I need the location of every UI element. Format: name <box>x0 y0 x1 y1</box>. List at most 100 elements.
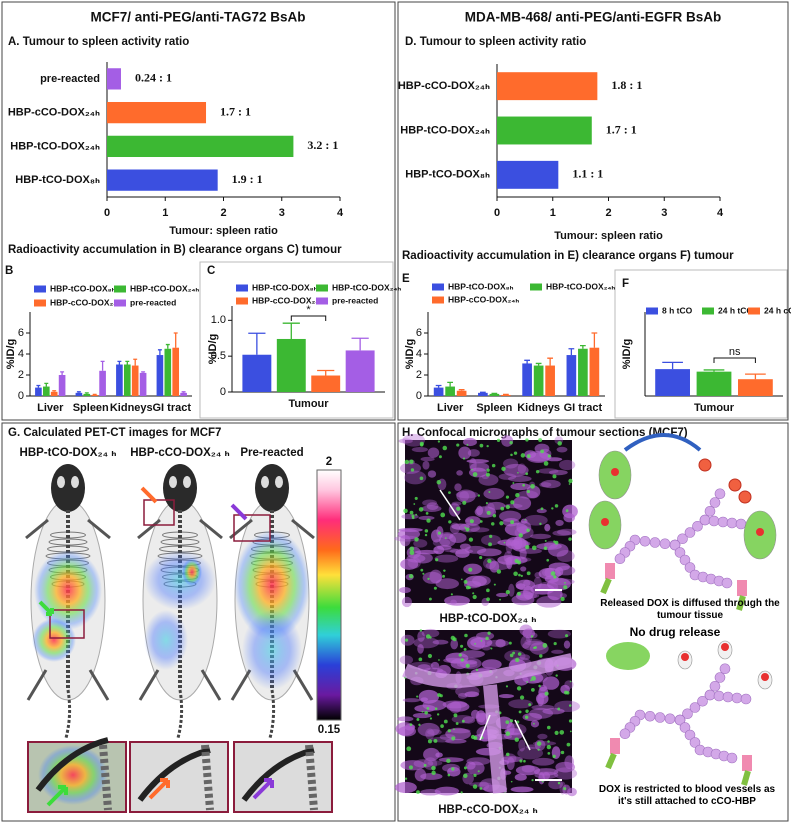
micro-tissue <box>539 482 552 488</box>
micro-signal <box>455 722 459 725</box>
micro-signal <box>427 739 432 744</box>
micro-signal <box>456 506 461 511</box>
micro-signal <box>525 709 529 713</box>
micro-tissue <box>422 499 438 507</box>
micro-tissue <box>481 534 501 546</box>
panel-title: H. Confocal micrographs of tumour sectio… <box>402 427 688 439</box>
micro-tissue <box>507 475 532 482</box>
release-arrow <box>623 433 702 452</box>
micro-signal <box>568 719 573 723</box>
antibody-arm <box>600 577 746 611</box>
polymer-bead <box>674 714 686 726</box>
polymer-bead <box>682 708 693 720</box>
micro-signal <box>465 663 470 668</box>
micro-signal <box>515 492 520 498</box>
micro-tissue <box>465 575 487 587</box>
micro-signal <box>469 519 474 524</box>
x-axis-label: Tumour: spleen ratio <box>554 230 663 242</box>
error-bar <box>351 337 369 351</box>
polymer-bead <box>704 689 716 701</box>
x-tick-label: 3 <box>279 207 285 219</box>
mouse-eye <box>183 476 191 488</box>
frame <box>199 261 394 419</box>
micro-tissue <box>463 563 483 575</box>
micro-signal <box>499 598 501 601</box>
legend-label: HBP-cCO-DOX₂₄ₕ <box>252 295 323 305</box>
micro-tissue <box>518 548 542 554</box>
bar <box>545 365 555 396</box>
arrow <box>46 785 68 807</box>
micro-signal <box>526 489 531 494</box>
mouse-eye <box>275 476 283 488</box>
micro-tissue <box>483 487 505 500</box>
micro-tissue <box>417 644 424 654</box>
micro-signal <box>526 571 531 576</box>
mouse-legs <box>137 518 223 701</box>
micro-signal <box>517 591 521 596</box>
error-bar <box>535 362 542 366</box>
micro-signal <box>468 537 474 542</box>
polymer-bead <box>684 562 696 573</box>
micro-tissue <box>420 456 435 462</box>
free-drug <box>728 478 742 492</box>
micro-signal <box>427 653 433 659</box>
micro-tissue <box>534 443 550 454</box>
micro-tissue <box>555 519 564 526</box>
legend-label: HBP-tCO-DOX₂₄ₕ <box>546 281 615 291</box>
bar <box>75 392 83 396</box>
micro-signal <box>540 507 544 511</box>
micro-signal <box>447 773 451 777</box>
micro-tissue <box>467 449 480 457</box>
micro-signal <box>437 440 441 443</box>
micro-signal <box>559 730 565 735</box>
micro-tissue <box>530 720 540 728</box>
micro-signal <box>564 582 566 584</box>
micro-tissue <box>521 764 535 773</box>
error-bar <box>547 357 554 366</box>
polymer-bead <box>689 737 701 748</box>
polymer-bead <box>726 752 738 764</box>
micro-signal <box>464 526 467 529</box>
micro-signal <box>462 457 466 460</box>
micro-signal <box>489 534 493 539</box>
x-tick-label: Liver <box>437 402 464 414</box>
y-tick-label: 4 <box>18 348 24 360</box>
significance-bracket <box>713 357 756 363</box>
y-axis-label: %ID/g <box>404 339 416 370</box>
micro-signal <box>451 736 456 741</box>
micro-signal <box>485 636 489 641</box>
bar <box>578 348 588 396</box>
micro-tissue <box>417 631 425 642</box>
polymer-bead <box>684 729 696 741</box>
micro-signal <box>408 573 414 579</box>
micro-tissue <box>481 659 502 670</box>
error-bar <box>181 391 186 393</box>
micro-signal <box>474 642 476 645</box>
error-bar <box>52 390 57 392</box>
micro-signal <box>526 528 530 533</box>
micro-tissue <box>402 698 421 703</box>
mouse-eye <box>261 476 269 488</box>
polymer-bead <box>679 722 691 733</box>
y-tick-label: 6 <box>18 327 24 339</box>
y-tick-label: 6 <box>416 327 422 339</box>
micro-tissue <box>399 587 411 594</box>
micro-signal <box>565 509 569 513</box>
micro-tissue <box>518 739 526 752</box>
micro-signal <box>462 500 467 505</box>
micro-signal <box>488 491 491 494</box>
free-drug <box>738 490 752 504</box>
legend-label: HBP-tCO-DOX₂₄ₕ <box>130 283 199 293</box>
micro-signal <box>514 737 519 742</box>
polymer-bead <box>714 672 726 683</box>
micro-tissue <box>449 532 467 544</box>
micro-signal <box>409 510 414 515</box>
micro-tissue <box>470 527 490 533</box>
micro-tissue <box>451 501 462 506</box>
micro-tissue <box>501 756 523 763</box>
micro-signal <box>438 659 440 661</box>
bar <box>738 379 773 396</box>
micro-tissue <box>534 571 542 579</box>
micro-tissue <box>498 694 515 699</box>
